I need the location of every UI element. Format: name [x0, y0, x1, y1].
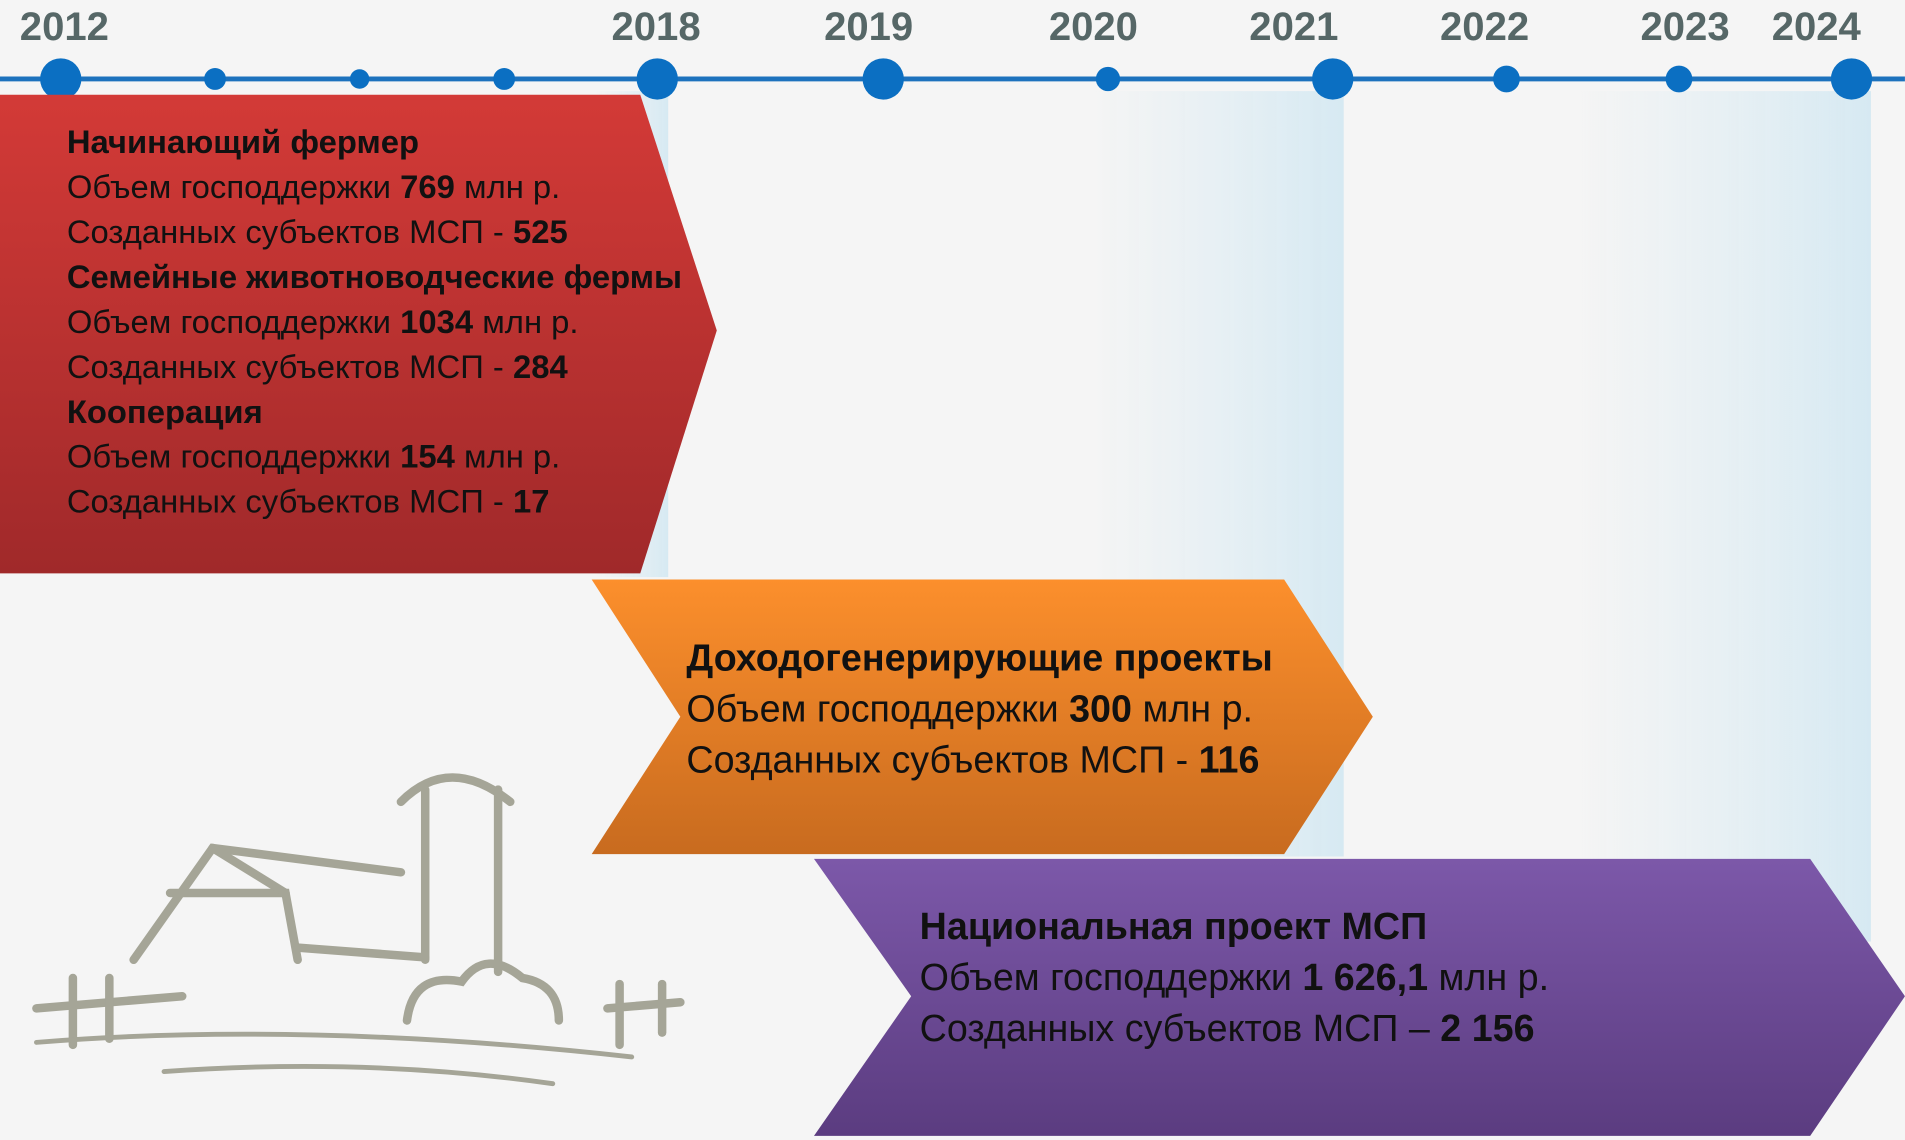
created-line: Созданных субъектов МСП - 116 [686, 735, 1415, 786]
unit: млн р. [482, 304, 578, 340]
year-label: 2012 [20, 5, 109, 49]
program-title: Семейные животноводческие фермы [67, 255, 687, 300]
value: 769 [400, 169, 455, 205]
created-line: Созданных субъектов МСП – 2 156 [920, 1004, 1770, 1055]
label: Объем господдержки [686, 688, 1058, 731]
label: Объем господдержки [67, 439, 391, 475]
label: Созданных субъектов МСП - [67, 484, 504, 520]
value: 154 [400, 439, 455, 475]
year-labels: 2012 2018 2019 2020 2021 2022 2023 2024 [20, 5, 1862, 49]
infographic: 2012 2018 2019 2020 2021 2022 2023 2024 Начинаю… [0, 0, 1905, 1140]
title: Национальная проект МСП [920, 905, 1427, 948]
created-line: Созданных субъектов МСП - 17 [67, 480, 687, 525]
year-label: 2020 [1049, 5, 1138, 49]
title: Начинающий фермер [67, 124, 419, 160]
title: Кооперация [67, 394, 263, 430]
program-block: Национальная проект МСП Объем господдерж… [920, 901, 1770, 1054]
support-line: Объем господдержки 300 млн р. [686, 684, 1415, 735]
value: 300 [1069, 688, 1132, 731]
unit: млн р. [464, 169, 560, 205]
value: 2 156 [1440, 1007, 1534, 1050]
value: 525 [513, 214, 568, 250]
page: 2012 2018 2019 2020 2021 2022 2023 2024 Начинаю… [0, 0, 1905, 1139]
value: 116 [1199, 739, 1260, 782]
program-title: Доходогенерирующие проекты [686, 633, 1415, 684]
support-line: Объем господдержки 1034 млн р. [67, 300, 687, 345]
label: Созданных субъектов МСП - [67, 349, 504, 385]
value: 17 [513, 484, 550, 520]
year-label: 2022 [1440, 5, 1529, 49]
label: Созданных субъектов МСП – [920, 1007, 1430, 1050]
unit: млн р. [1142, 688, 1253, 731]
label: Созданных субъектов МСП - [67, 214, 504, 250]
farm-illustration [36, 778, 680, 1084]
created-line: Созданных субъектов МСП - 284 [67, 345, 687, 390]
unit: млн р. [1439, 956, 1550, 999]
support-line: Объем господдержки 1 626,1 млн р. [920, 952, 1770, 1003]
value: 1034 [400, 304, 473, 340]
support-line: Объем господдержки 769 млн р. [67, 165, 687, 210]
program-title: Начинающий фермер [67, 120, 687, 165]
title: Семейные животноводческие фермы [67, 259, 682, 295]
value: 1 626,1 [1302, 956, 1428, 999]
label: Созданных субъектов МСП - [686, 739, 1188, 782]
created-line: Созданных субъектов МСП - 525 [67, 210, 687, 255]
program-block: Начинающий фермер Объем господдержки 769… [67, 120, 687, 525]
year-label: 2021 [1249, 5, 1338, 49]
value: 284 [513, 349, 568, 385]
year-label: 2024 [1772, 5, 1862, 49]
year-label: 2018 [611, 5, 700, 49]
program-title: Кооперация [67, 390, 687, 435]
title: Доходогенерирующие проекты [686, 637, 1272, 680]
unit: млн р. [464, 439, 560, 475]
program-title: Национальная проект МСП [920, 901, 1770, 952]
label: Объем господдержки [67, 169, 391, 205]
period-band [1579, 91, 1871, 941]
program-block: Доходогенерирующие проекты Объем господд… [686, 633, 1415, 786]
label: Объем господдержки [67, 304, 391, 340]
year-label: 2023 [1640, 5, 1729, 49]
year-label: 2019 [824, 5, 913, 49]
label: Объем господдержки [920, 956, 1292, 999]
support-line: Объем господдержки 154 млн р. [67, 435, 687, 480]
